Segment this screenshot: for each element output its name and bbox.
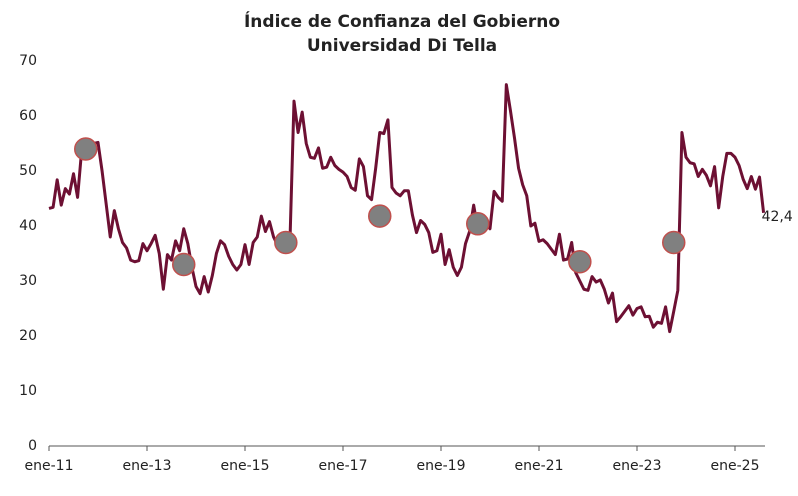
marker (74, 137, 98, 161)
x-tick-label: ene-11 (25, 458, 74, 474)
x-tick-label: ene-13 (123, 458, 172, 474)
x-tick-label: ene-17 (319, 458, 368, 474)
y-tick-label: 30 (19, 273, 37, 289)
x-tick-label: ene-23 (613, 458, 662, 474)
marker (368, 204, 392, 228)
y-tick-label: 50 (19, 163, 37, 179)
chart-subtitle: Universidad Di Tella (307, 36, 497, 56)
marker (662, 230, 686, 255)
marker (466, 212, 490, 236)
data-label: 42,4 (762, 209, 793, 225)
y-tick-label: 40 (19, 218, 37, 234)
marker (172, 252, 196, 277)
x-tick-label: ene-19 (417, 458, 466, 474)
marker (568, 250, 592, 274)
x-tick-label: ene-25 (711, 458, 760, 474)
x-tick-label: ene-21 (515, 458, 564, 474)
y-tick-label: 20 (19, 328, 37, 344)
y-tick-label: 70 (19, 53, 37, 69)
marker (274, 230, 298, 255)
chart-title: Índice de Confianza del Gobierno (244, 10, 560, 32)
y-tick-label: 0 (28, 438, 37, 454)
y-tick-label: 60 (19, 108, 37, 124)
x-tick-label: ene-15 (221, 458, 270, 474)
y-tick-label: 10 (19, 383, 37, 399)
line (48, 83, 766, 334)
